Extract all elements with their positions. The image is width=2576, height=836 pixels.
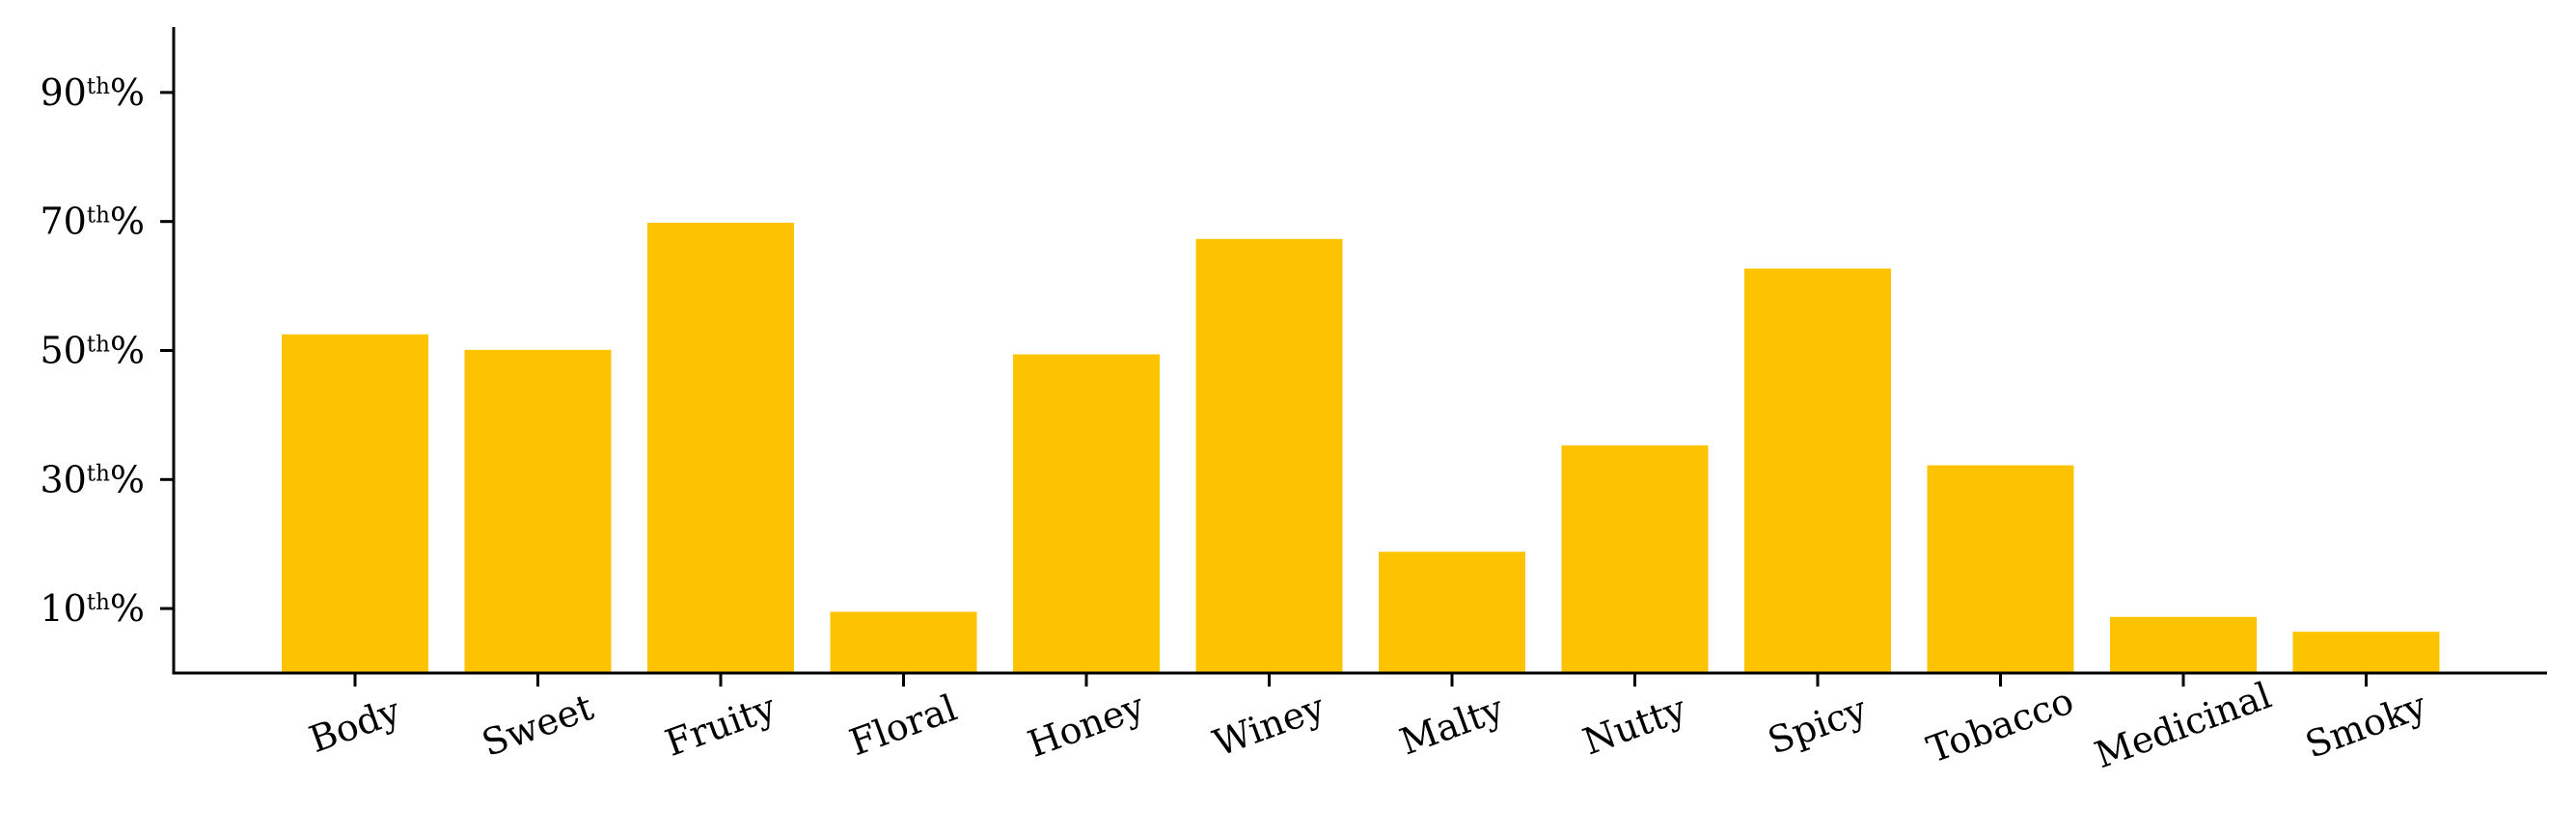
x-axis-ticks: Body Sweet Fruity Floral Honey Winey Malty Nutt… — [304, 673, 2432, 776]
bar-medicinal — [2110, 616, 2257, 673]
x-tick-label-malty: Malty — [1394, 687, 1509, 763]
x-tick-label-sweet: Sweet — [477, 686, 599, 765]
bar-smoky — [2292, 632, 2440, 673]
y-tick-label: 70th% — [40, 201, 145, 243]
x-tick-label-tobacco: Tobacco — [1922, 679, 2079, 770]
x-tick-label-spicy: Spicy — [1763, 688, 1873, 763]
bar-body — [282, 334, 428, 673]
bar-malty — [1379, 552, 1525, 673]
bars-group — [282, 223, 2440, 673]
bar-tobacco — [1927, 465, 2074, 673]
x-tick-label-floral: Floral — [844, 687, 963, 764]
bar-nutty — [1561, 445, 1709, 673]
bar-fruity — [647, 223, 794, 673]
bar-sweet — [464, 349, 612, 673]
x-tick-label-fruity: Fruity — [660, 686, 781, 765]
x-tick-label-smoky: Smoky — [2300, 684, 2432, 767]
x-tick-label-nutty: Nutty — [1577, 687, 1692, 763]
x-tick-label-body: Body — [304, 689, 406, 762]
x-tick-label-medicinal: Medicinal — [2090, 674, 2277, 777]
bar-spicy — [1744, 268, 1891, 673]
x-tick-label-winey: Winey — [1208, 686, 1330, 765]
x-tick-label-honey: Honey — [1023, 685, 1150, 766]
y-tick-label: 30th% — [40, 458, 145, 500]
y-tick-label: 90th% — [40, 71, 145, 114]
bar-honey — [1013, 354, 1160, 673]
y-axis-ticks: 10th% 30th% 50th% 70th% 90th% — [40, 71, 174, 630]
y-tick-label: 10th% — [40, 587, 145, 630]
y-tick-label: 50th% — [40, 330, 145, 372]
bar-winey — [1195, 238, 1343, 673]
bar-floral — [830, 611, 977, 673]
